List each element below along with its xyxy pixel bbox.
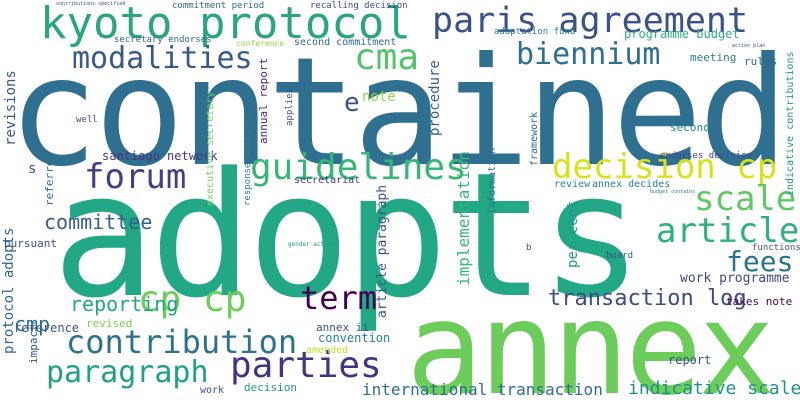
word-biennium: biennium [516, 37, 661, 72]
word-e: e [344, 88, 360, 118]
word-action-plan: action plan [732, 43, 766, 49]
word-budget-contains: budget contains [650, 189, 696, 195]
word-international-transaction: international transaction [362, 380, 603, 399]
word-work: work [200, 385, 225, 396]
word-functions: functions [752, 243, 800, 253]
word-annex: annex [406, 275, 775, 400]
word-adopts: adopts [52, 135, 643, 336]
word-pursuant: pursuant [4, 237, 57, 250]
word-term: term [300, 279, 378, 317]
word-rules: rules [744, 55, 778, 68]
word-referred: referred [43, 153, 56, 206]
word-scale: scale [694, 179, 797, 219]
word-reporting: reporting [70, 292, 179, 316]
word-contribution: contribution [66, 323, 298, 361]
word-decision-cp: decision cp [552, 147, 778, 187]
word-forum: forum [84, 157, 187, 197]
word-contained: contained [8, 26, 789, 200]
word-committee: committee [44, 210, 153, 234]
word-guidelines: guidelines [250, 147, 467, 188]
word-takes-note: takes note [726, 295, 793, 308]
word-paris-agreement: paris agreement [432, 1, 749, 41]
word-decision: decision [244, 381, 297, 394]
word-paragraph: paragraph [46, 355, 209, 390]
word-annual-report: annual report [257, 57, 270, 144]
word-framework: framework [529, 111, 540, 166]
word-secretary-endorses: secretary endorses [114, 35, 212, 45]
word-indicative-contributions: indicative contributions [785, 51, 796, 197]
word-kyoto-protocol: kyoto protocol [40, 0, 411, 49]
word-modalities: modalities [72, 41, 253, 76]
word-board: board [606, 251, 634, 261]
word-santiago-network: santiago network [102, 149, 218, 163]
word-adaptation-fund: adaptation fund [494, 27, 576, 37]
word-work-programme: work programme [680, 271, 790, 286]
word-note: note [362, 89, 396, 105]
word-convention: convention [318, 331, 391, 345]
word-article-paragraph: article paragraph [375, 184, 390, 318]
word-report: report [668, 353, 712, 367]
word-indicative-scale: indicative scale [628, 378, 800, 399]
word-executive-secretary: executive secretary [205, 91, 216, 206]
word-secretariat: secretariat [294, 175, 361, 186]
word-contributions-specified: contributions specified [56, 1, 126, 7]
word-review: review [554, 179, 591, 190]
word-cp-cp: cp cp [138, 279, 247, 320]
word-cma: cma [354, 37, 420, 78]
word-revisions: revisions [3, 70, 19, 146]
word-applies: applies [285, 88, 295, 126]
word-well: well [76, 115, 98, 125]
word-transaction-log: transaction log [548, 286, 747, 311]
word-fees: fees [726, 245, 794, 278]
word-b: b [526, 243, 532, 253]
word-impact: impact [27, 324, 40, 364]
word-s: s [28, 161, 37, 177]
word-gender-action: gender action [288, 241, 335, 248]
word-per-cent: per cent [565, 200, 581, 268]
word-implementation: implementation [454, 151, 473, 286]
word-cmp: cmp [14, 312, 51, 336]
word-annex-decides: annex decides [592, 179, 671, 190]
word-conference: conference [236, 39, 285, 48]
word-amended: amended [306, 345, 349, 356]
word-recalling-decision: recalling decision [310, 1, 408, 11]
word-revised: revised [86, 317, 133, 330]
word-second-commitment: second commitment [294, 37, 397, 48]
word-response-measures: response measures [243, 113, 253, 206]
word-article: article [656, 211, 800, 251]
word-endorses-decision: endorses decision [660, 151, 753, 161]
word-annex-ii: annex ii [316, 321, 369, 334]
word-reference: reference [14, 321, 80, 335]
word-parties: parties [230, 345, 382, 386]
word-commitment-period: commitment period [172, 1, 265, 11]
word-second: second [670, 121, 710, 134]
word-meeting: meeting [690, 51, 737, 64]
word-programme-budget: programme budget [624, 27, 740, 41]
word-procedure: procedure [427, 60, 443, 136]
word-information: information [487, 147, 498, 214]
